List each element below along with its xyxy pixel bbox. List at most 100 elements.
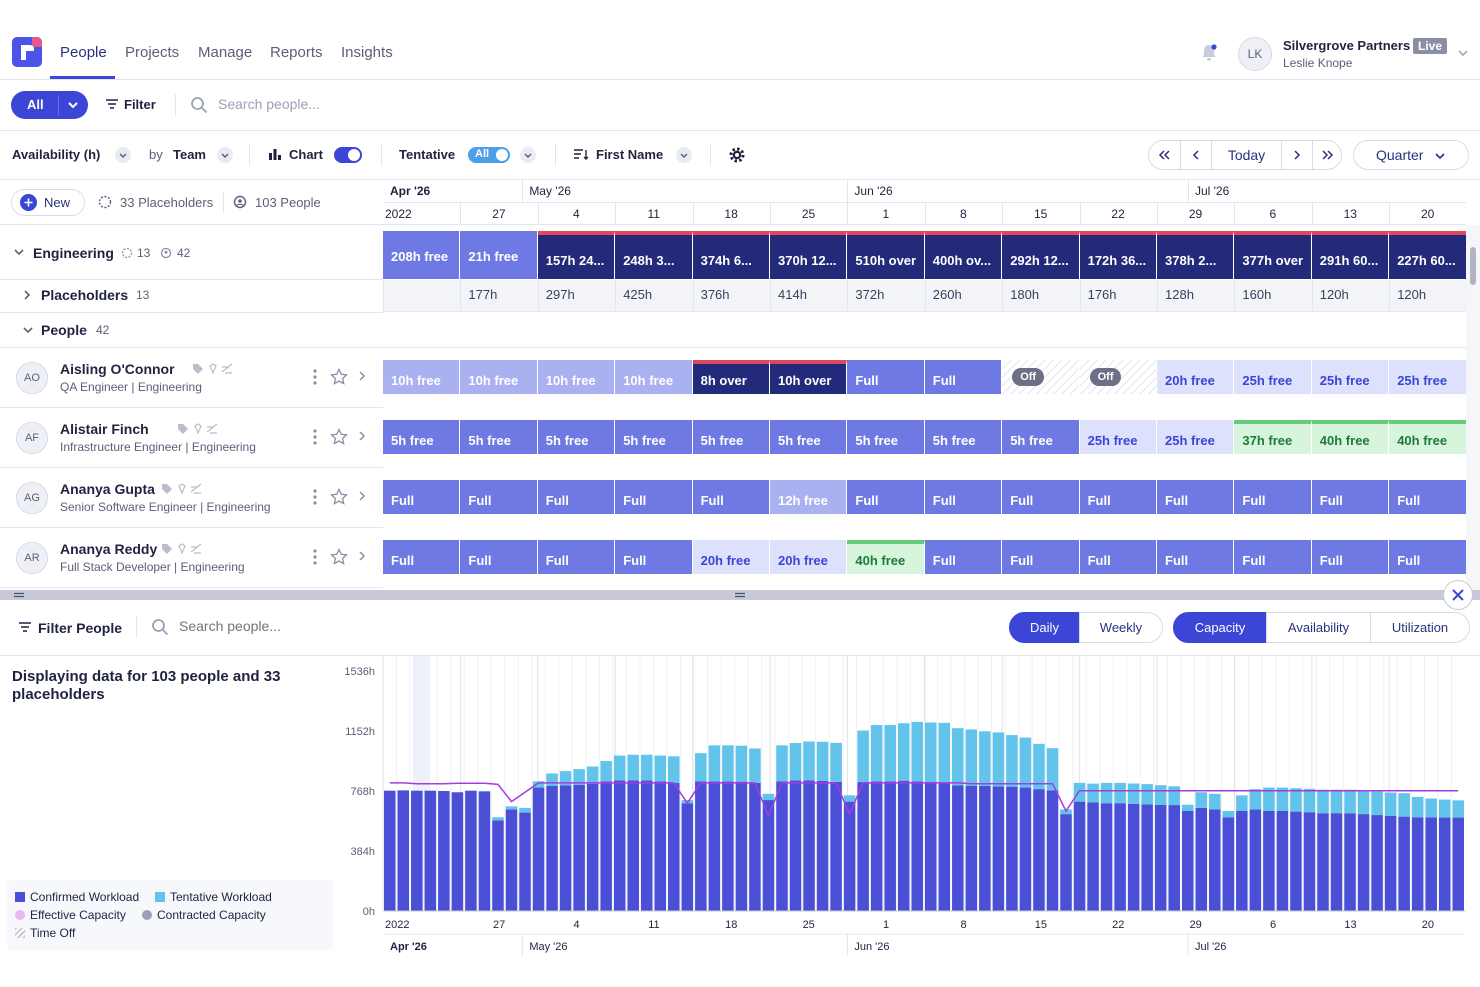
person-week-cell[interactable]: Full <box>692 480 770 514</box>
filter-people-button[interactable]: Filter People <box>38 620 123 636</box>
person-week-cell[interactable]: 5h free <box>692 420 770 454</box>
engineering-week-cell[interactable]: 248h 3... <box>615 231 693 279</box>
person-week-cell[interactable]: 25h free <box>1157 420 1235 454</box>
person-week-cell[interactable]: Full <box>383 540 461 574</box>
nav-tab-people[interactable]: People <box>60 44 107 61</box>
person-week-cell[interactable]: Full <box>615 480 693 514</box>
sort-chevron[interactable] <box>676 147 692 163</box>
person-week-cell[interactable]: 20h free <box>770 540 848 574</box>
availability-tab[interactable]: Availability <box>1266 612 1371 643</box>
group-row-engineering[interactable]: Engineering 13 42 <box>0 225 383 280</box>
person-week-cell[interactable]: Full <box>1311 540 1390 574</box>
engineering-week-cell[interactable]: 172h 36... <box>1079 231 1157 279</box>
more-icon[interactable] <box>309 428 321 446</box>
person-row[interactable]: AR Ananya Reddy Full Stack Developer | E… <box>0 528 383 588</box>
person-week-cell[interactable]: Full <box>924 540 1003 574</box>
person-week-cell[interactable]: 10h free <box>615 360 693 394</box>
person-week-cell[interactable]: 5h free <box>924 420 1003 454</box>
person-week-cell[interactable]: Full <box>537 480 616 514</box>
people-count[interactable]: 103 People <box>255 195 321 210</box>
tentative-toggle[interactable]: All <box>468 147 510 163</box>
range-selector[interactable]: Quarter <box>1353 140 1469 170</box>
engineering-week-cell[interactable]: 291h 60... <box>1311 231 1390 279</box>
chevron-down-icon[interactable] <box>67 100 79 110</box>
person-week-cell[interactable]: 5h free <box>1002 420 1080 454</box>
person-name[interactable]: Ananya Gupta <box>60 481 155 497</box>
placeholder-week-cell[interactable]: 160h <box>1242 287 1272 302</box>
person-week-cell[interactable]: 10h free <box>537 360 616 394</box>
person-row[interactable]: AF Alistair Finch Infrastructure Enginee… <box>0 408 383 468</box>
engineering-week-cell[interactable]: 21h free <box>460 231 538 279</box>
person-name[interactable]: Ananya Reddy <box>60 541 158 557</box>
chevron-right-icon[interactable] <box>357 550 367 562</box>
next-button[interactable] <box>1281 141 1312 169</box>
placeholders-count[interactable]: 33 Placeholders <box>120 195 214 210</box>
placeholder-week-cell[interactable]: 425h <box>623 287 653 302</box>
scrollbar-track[interactable] <box>1466 225 1480 590</box>
prev-button[interactable] <box>1180 141 1211 169</box>
utilization-tab[interactable]: Utilization <box>1370 612 1470 643</box>
person-week-cell[interactable]: Full <box>1389 480 1467 514</box>
person-week-cell[interactable]: 25h free <box>1234 360 1312 394</box>
placeholder-week-cell[interactable]: 120h <box>1319 287 1349 302</box>
person-week-cell[interactable]: 20h free <box>692 540 770 574</box>
metric-selector[interactable]: Availability (h) <box>12 147 101 162</box>
engineering-week-cell[interactable]: 378h 2... <box>1157 231 1235 279</box>
engineering-week-cell[interactable]: 370h 12... <box>770 231 848 279</box>
drag-handle-icon[interactable] <box>13 592 25 598</box>
placeholder-week-cell[interactable]: 260h <box>932 287 962 302</box>
chevron-down-icon[interactable] <box>1458 48 1468 58</box>
person-week-cell[interactable]: Full <box>1234 480 1312 514</box>
engineering-week-cell[interactable]: 374h 6... <box>692 231 770 279</box>
group-row-placeholders[interactable]: Placeholders 13 <box>0 280 383 313</box>
placeholder-week-cell[interactable]: 180h <box>1010 287 1040 302</box>
person-row[interactable]: AG Ananya Gupta Senior Software Engineer… <box>0 468 383 528</box>
chevron-down-icon[interactable] <box>13 247 25 257</box>
tentative-chevron[interactable] <box>520 147 536 163</box>
person-week-cell[interactable]: 25h free <box>1389 360 1467 394</box>
chevron-right-icon[interactable] <box>357 370 367 382</box>
engineering-week-cell[interactable]: 292h 12... <box>1002 231 1080 279</box>
more-icon[interactable] <box>309 548 321 566</box>
group-by-selector[interactable]: Team <box>173 147 206 162</box>
person-week-cell[interactable]: Full <box>924 360 1003 394</box>
person-week-cell[interactable]: Off <box>1079 360 1157 394</box>
engineering-week-cell[interactable]: 510h over <box>847 231 925 279</box>
person-week-cell[interactable]: Full <box>1389 540 1467 574</box>
person-week-cell[interactable]: 5h free <box>847 420 925 454</box>
panel-splitter[interactable] <box>0 590 1480 600</box>
today-button[interactable]: Today <box>1211 141 1281 169</box>
chevron-right-icon[interactable] <box>357 430 367 442</box>
user-avatar[interactable]: LK <box>1238 37 1272 71</box>
person-week-cell[interactable]: 5h free <box>615 420 693 454</box>
person-week-cell[interactable]: Full <box>1002 540 1080 574</box>
person-week-cell[interactable]: Full <box>924 480 1003 514</box>
weekly-tab[interactable]: Weekly <box>1079 612 1163 643</box>
star-icon[interactable] <box>330 548 348 566</box>
engineering-week-cell[interactable]: 157h 24... <box>537 231 616 279</box>
app-logo[interactable] <box>12 37 42 67</box>
chart-toggle[interactable] <box>334 147 362 163</box>
placeholder-week-cell[interactable]: 177h <box>468 287 498 302</box>
jump-forward-button[interactable] <box>1312 141 1342 169</box>
search-people-input[interactable] <box>218 96 468 112</box>
nav-tab-insights[interactable]: Insights <box>341 44 393 61</box>
person-week-cell[interactable]: Full <box>1079 540 1157 574</box>
person-week-cell[interactable]: 12h free <box>770 480 848 514</box>
person-week-cell[interactable]: Off <box>1002 360 1080 394</box>
person-week-cell[interactable]: Full <box>847 480 925 514</box>
person-week-cell[interactable]: 5h free <box>537 420 616 454</box>
scrollbar-thumb[interactable] <box>1470 247 1476 285</box>
placeholder-week-cell[interactable]: 176h <box>1087 287 1117 302</box>
gear-icon[interactable] <box>728 146 746 164</box>
person-name[interactable]: Alistair Finch <box>60 421 149 437</box>
person-week-cell[interactable]: 37h free <box>1234 420 1312 454</box>
person-week-cell[interactable]: Full <box>383 480 461 514</box>
placeholder-week-cell[interactable]: 120h <box>1397 287 1427 302</box>
engineering-week-cell[interactable]: 208h free <box>383 231 461 279</box>
person-week-cell[interactable]: 5h free <box>460 420 538 454</box>
placeholder-week-cell[interactable]: 128h <box>1165 287 1194 302</box>
metric-chevron[interactable] <box>115 147 131 163</box>
person-week-cell[interactable]: Full <box>460 480 538 514</box>
person-week-cell[interactable]: Full <box>1079 480 1157 514</box>
